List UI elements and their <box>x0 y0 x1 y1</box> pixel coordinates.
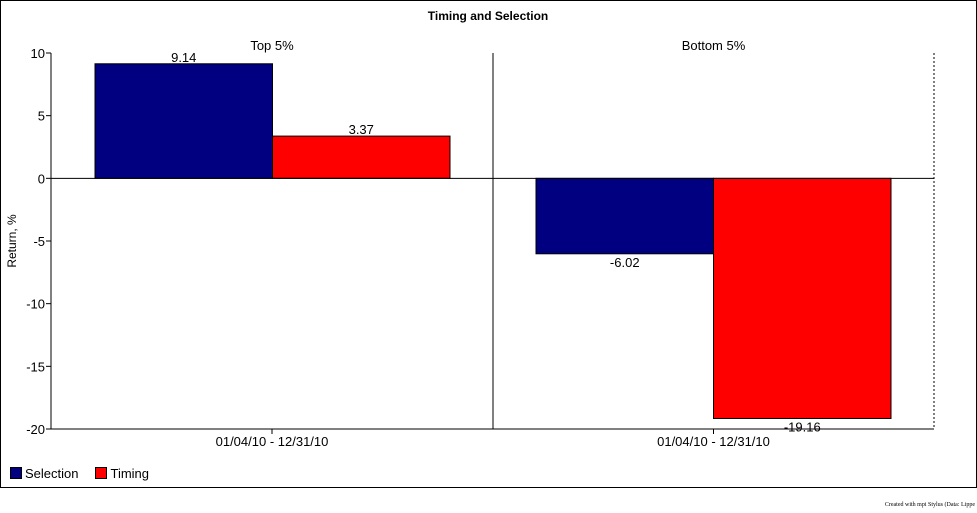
data-label-timing-1: -19.16 <box>784 419 821 434</box>
data-label-selection-0: 9.14 <box>171 50 196 65</box>
legend-swatch-selection <box>10 467 22 479</box>
bar-timing-1 <box>713 177 892 419</box>
y-tick-label: -20 <box>26 422 45 437</box>
y-tick-label: 0 <box>38 171 45 186</box>
x-category-label-1: 01/04/10 - 12/31/10 <box>657 434 770 449</box>
panel-title-1: Bottom 5% <box>682 38 746 53</box>
x-category-label-0: 01/04/10 - 12/31/10 <box>216 434 329 449</box>
y-tick-label: 5 <box>38 109 45 124</box>
y-axis-label: Return, % <box>5 214 19 268</box>
y-tick-label: -10 <box>26 297 45 312</box>
legend-label-selection: Selection <box>25 465 79 481</box>
legend-swatch-timing <box>95 467 108 479</box>
bar-timing-0 <box>272 135 451 179</box>
panel-title-0: Top 5% <box>250 38 294 53</box>
y-tick-label: 10 <box>31 46 45 61</box>
y-tick-label: -5 <box>33 234 45 249</box>
legend: Selection Timing <box>10 465 166 481</box>
legend-label-timing: Timing <box>110 465 150 481</box>
data-label-timing-0: 3.37 <box>349 122 374 137</box>
legend-item-selection: Selection <box>10 466 78 481</box>
y-tick-label: -15 <box>26 359 45 374</box>
data-label-selection-1: -6.02 <box>610 255 640 270</box>
bar-selection-0 <box>94 63 273 179</box>
credit-text: Created with mpi Stylus (Data: Lippe <box>884 502 975 508</box>
bar-selection-1 <box>535 177 714 255</box>
legend-item-timing: Timing <box>95 466 149 481</box>
chart-title: Timing and Selection <box>428 9 548 23</box>
